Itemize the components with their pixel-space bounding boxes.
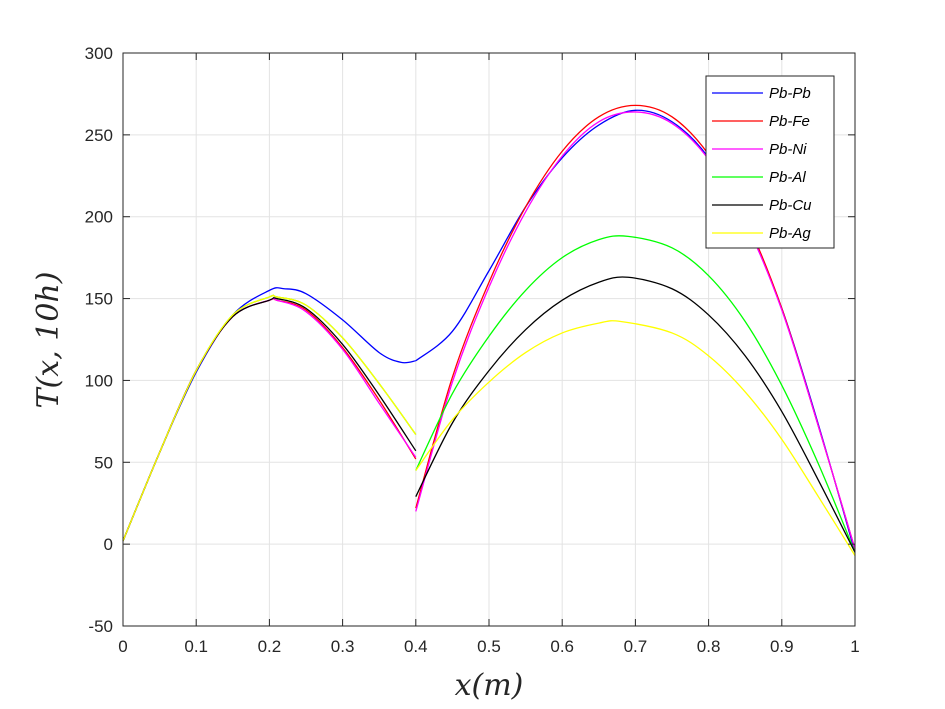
x-tick-label: 1	[850, 637, 859, 656]
legend-label-pb-cu: Pb-Cu	[769, 197, 812, 214]
axis-ticks	[122, 52, 856, 627]
y-tick-label: 300	[85, 44, 113, 63]
legend-label-pb-pb: Pb-Pb	[769, 85, 811, 102]
y-tick-label: 100	[85, 371, 113, 390]
y-tick-label: 250	[85, 126, 113, 145]
x-axis-label: x(m)	[455, 668, 524, 703]
x-tick-label: 0.9	[770, 637, 794, 656]
series-lines	[122, 104, 856, 556]
x-tick-label: 0.4	[404, 637, 428, 656]
legend-label-pb-fe: Pb-Fe	[769, 113, 810, 130]
x-tick-label: 0.7	[624, 637, 648, 656]
line-pb-al-segment-2	[415, 235, 856, 553]
y-tick-label: 0	[104, 535, 113, 554]
x-tick-label: 0	[118, 637, 127, 656]
legend-box	[705, 75, 835, 249]
legend-label-pb-al: Pb-Al	[769, 169, 806, 186]
y-tick-label: 150	[85, 290, 113, 309]
y-tick-label: 200	[85, 208, 113, 227]
series-pb-ag	[122, 294, 856, 556]
y-axis-label: T(x, 10h)	[31, 272, 66, 409]
y-tick-label: 50	[94, 453, 113, 472]
x-tick-label: 0.3	[331, 637, 355, 656]
x-tick-label: 0.6	[550, 637, 574, 656]
grid-lines	[123, 53, 855, 626]
x-tick-label: 0.1	[184, 637, 208, 656]
line-pb-ni-segment-2	[415, 111, 856, 550]
y-tick-label: -50	[88, 617, 113, 636]
line-pb-ag-segment-1	[122, 294, 417, 542]
x-tick-label: 0.2	[258, 637, 282, 656]
line-pb-ag-segment-2	[415, 320, 856, 556]
line-pb-cu-segment-2	[415, 276, 856, 553]
legend-label-pb-ag: Pb-Ag	[769, 225, 811, 242]
legend: Pb-Pb Pb-Fe Pb-Ni Pb-Al Pb-Cu Pb-Ag	[705, 75, 835, 249]
x-tick-labels: 0 0.1 0.2 0.3 0.4 0.5 0.6 0.7 0.8 0.9 1	[118, 637, 859, 656]
legend-label-pb-ni: Pb-Ni	[769, 141, 807, 158]
x-tick-label: 0.5	[477, 637, 501, 656]
x-tick-label: 0.8	[697, 637, 721, 656]
y-tick-labels: -50 0 50 100 150 200 250 300	[85, 44, 113, 636]
